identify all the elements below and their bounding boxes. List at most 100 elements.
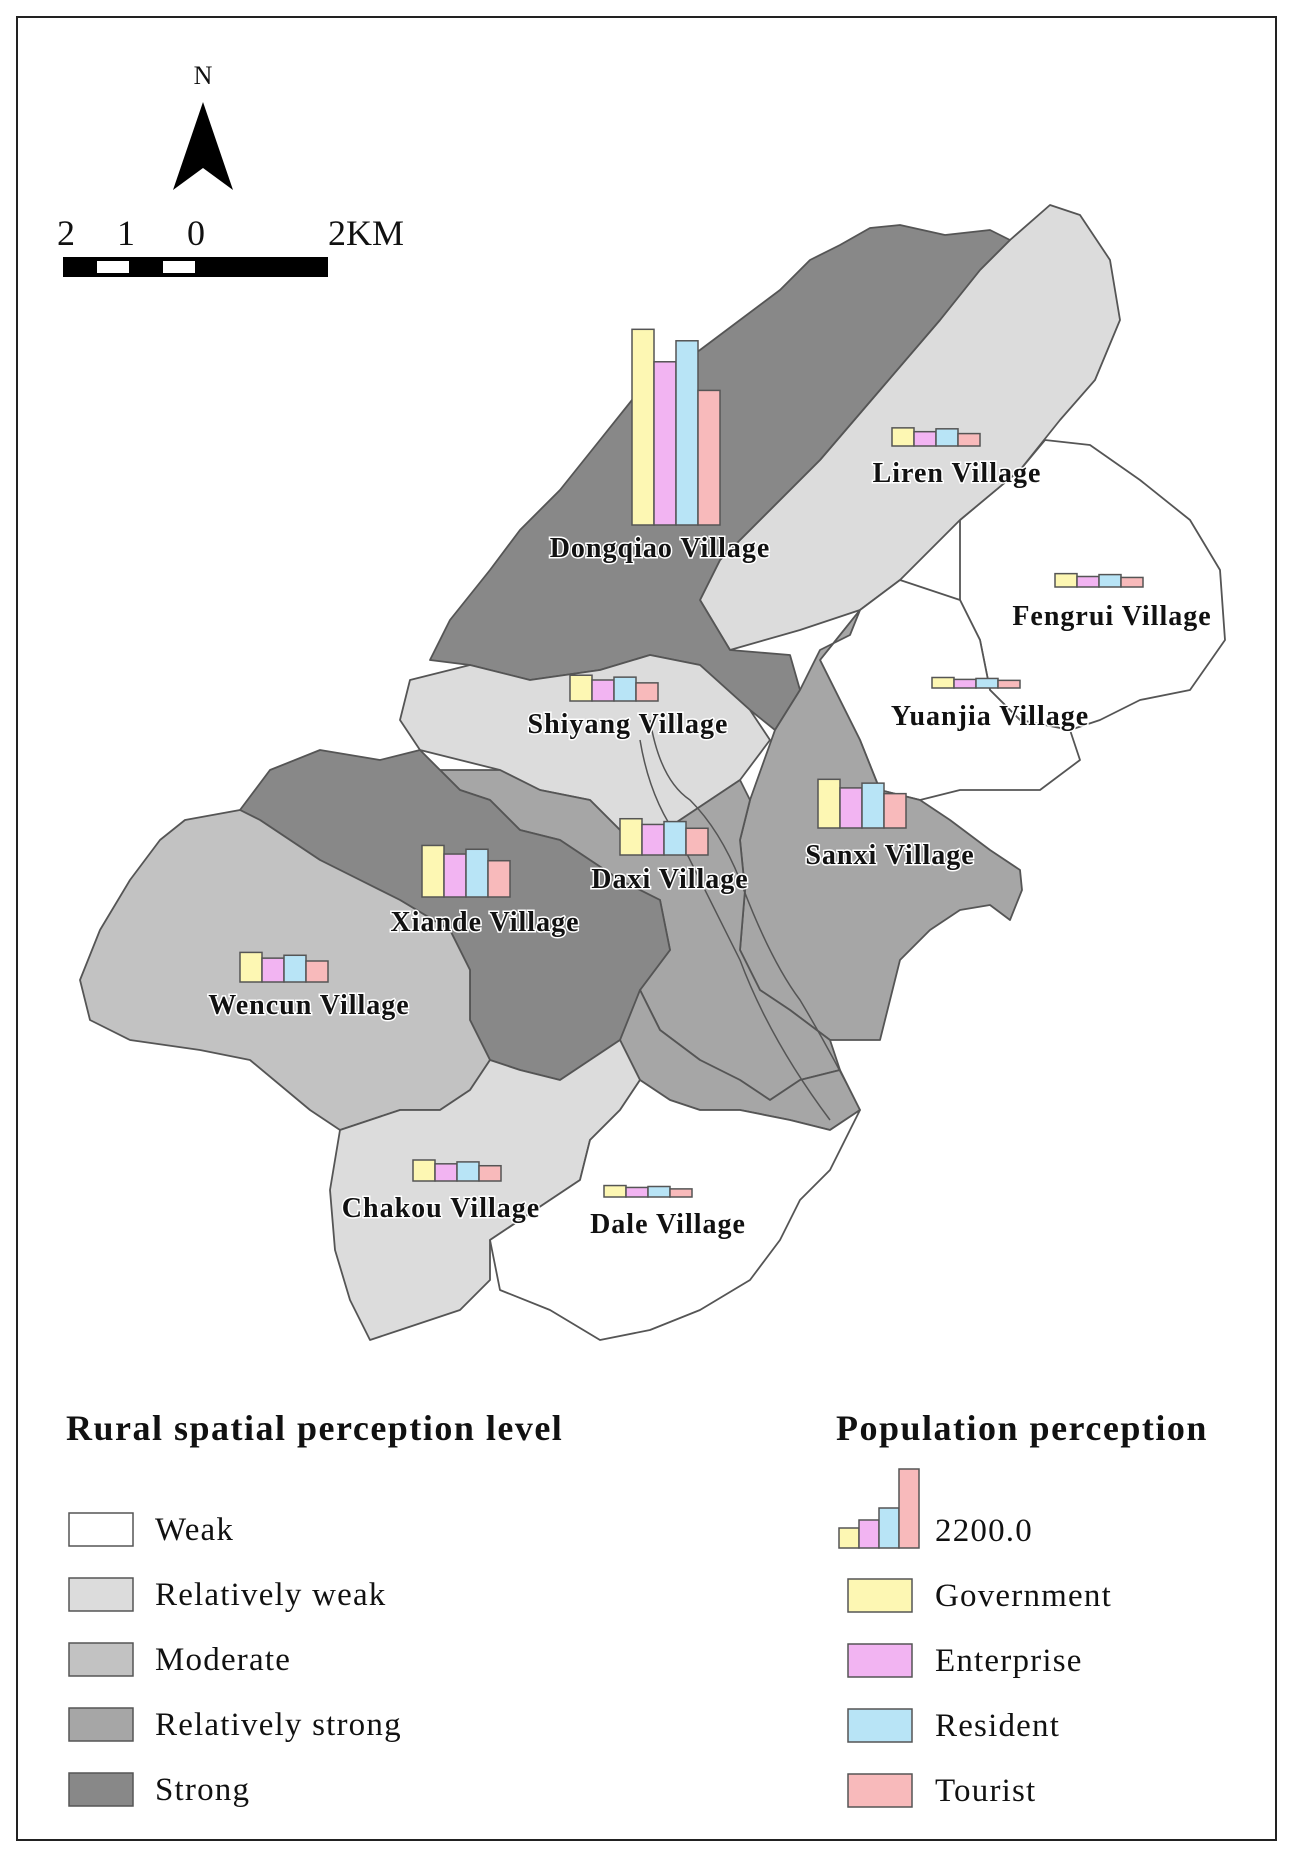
legend-population-reference-chart (838, 1468, 920, 1549)
village-chart: Yuanjia Village (889, 676, 1090, 734)
village-chart: Xiande Village (389, 844, 580, 940)
village-chart: Shiyang Village (526, 674, 729, 742)
legend-swatch-moderate (68, 1642, 134, 1677)
bar-government (1054, 572, 1078, 588)
village-label: Sanxi Village (805, 840, 974, 871)
bar-government (239, 951, 263, 983)
village-chart: Wencun Village (207, 951, 410, 1023)
reference-bar-enterprise (858, 1519, 880, 1549)
bar-resident (1098, 573, 1122, 588)
bar-resident (935, 428, 959, 447)
village-label: Chakou Village (342, 1193, 540, 1224)
north-arrow: N (173, 61, 233, 190)
village-chart: Sanxi Village (804, 778, 975, 873)
legend-spatial-items: Weak Relatively weak Moderate Relatively st… (68, 1512, 402, 1808)
bar-government (631, 328, 655, 526)
reference-bar-government (838, 1527, 860, 1549)
village-chart: Dale Village (589, 1184, 746, 1242)
bar-tourist (305, 960, 329, 983)
bar-enterprise (641, 823, 665, 856)
bar-tourist (685, 827, 709, 856)
village-label: Dale Village (590, 1209, 746, 1240)
scale-label-2km: 2KM (328, 213, 404, 253)
bar-resident (861, 782, 885, 829)
bar-enterprise (434, 1163, 458, 1182)
legend-label: Tourist (935, 1773, 1036, 1809)
legend-label: Strong (155, 1772, 250, 1808)
river-lines (639, 719, 861, 1121)
village-label: Fengrui Village (1012, 601, 1211, 632)
village-chart: Chakou Village (340, 1159, 541, 1226)
scale-label-0: 0 (187, 213, 205, 253)
bar-tourist (957, 432, 981, 447)
village-label: Wencun Village (208, 990, 409, 1021)
bar-tourist (697, 389, 721, 526)
bar-tourist (883, 792, 907, 829)
bar-resident (456, 1161, 480, 1182)
legend-label: Government (935, 1578, 1112, 1614)
bar-government (891, 427, 915, 447)
legend-swatch-relatively-strong (68, 1707, 134, 1742)
bar-tourist (478, 1164, 502, 1182)
scale-bar: 2 1 0 2KM (57, 213, 404, 277)
bar-enterprise (1076, 575, 1100, 588)
legend-label: Relatively weak (155, 1577, 387, 1613)
village-charts: Dongqiao Village Liren Village Fengrui Vil… (207, 328, 1212, 1242)
north-arrow-left-icon (173, 102, 203, 190)
scale-label-2: 2 (57, 213, 75, 253)
legend-population: Population perception 2200.0 Government E… (836, 1408, 1208, 1809)
scale-bar-base (63, 257, 328, 277)
river-line (649, 719, 861, 1111)
legend-population-title: Population perception (836, 1408, 1208, 1448)
bar-tourist (997, 679, 1021, 689)
legend-swatch-government (847, 1578, 913, 1613)
legend-label: Enterprise (935, 1643, 1083, 1679)
bar-government (817, 778, 841, 829)
north-arrow-right-icon (203, 102, 233, 190)
bar-resident (647, 1185, 671, 1198)
bar-enterprise (261, 957, 285, 983)
bar-tourist (1120, 576, 1144, 588)
north-label: N (194, 61, 213, 90)
bar-government (603, 1184, 627, 1198)
reference-bar-resident (878, 1507, 900, 1549)
bar-tourist (487, 859, 511, 898)
legend-label: Weak (155, 1512, 234, 1548)
bar-government (619, 817, 643, 856)
legend-label: Resident (935, 1708, 1060, 1744)
legend-label: Relatively strong (155, 1707, 402, 1743)
bar-government (421, 844, 445, 898)
legend-population-items: Government Enterprise Resident Tourist (847, 1578, 1112, 1809)
legend-population-reference-value: 2200.0 (935, 1513, 1033, 1549)
bar-government (931, 676, 955, 689)
scale-bar-segment (163, 261, 195, 273)
bar-resident (283, 954, 307, 983)
legend-swatch-tourist (847, 1773, 913, 1808)
legend-swatch-strong (68, 1772, 134, 1807)
bar-enterprise (625, 1186, 649, 1198)
scale-bar-segment (97, 261, 129, 273)
bar-enterprise (653, 361, 677, 526)
region-dale (489, 1079, 861, 1341)
village-label: Daxi Village (591, 864, 748, 895)
bar-resident (675, 340, 699, 526)
bar-tourist (669, 1188, 693, 1198)
village-chart: Liren Village (871, 427, 1042, 491)
river-line (639, 739, 831, 1121)
village-label: Yuanjia Village (891, 701, 1089, 732)
village-label: Dongqiao Village (550, 533, 771, 564)
village-label: Shiyang Village (528, 709, 729, 740)
village-chart: Dongqiao Village (548, 328, 771, 566)
bar-tourist (635, 682, 659, 702)
bar-government (412, 1159, 436, 1182)
village-label: Liren Village (873, 458, 1042, 489)
bar-enterprise (839, 787, 863, 829)
bar-resident (975, 677, 999, 689)
bar-resident (465, 848, 489, 898)
village-chart: Fengrui Village (1011, 572, 1212, 634)
reference-bar-tourist (898, 1468, 920, 1549)
map-frame (16, 16, 1277, 1841)
bar-resident (613, 676, 637, 702)
legend-spatial-title: Rural spatial perception level (66, 1408, 563, 1448)
